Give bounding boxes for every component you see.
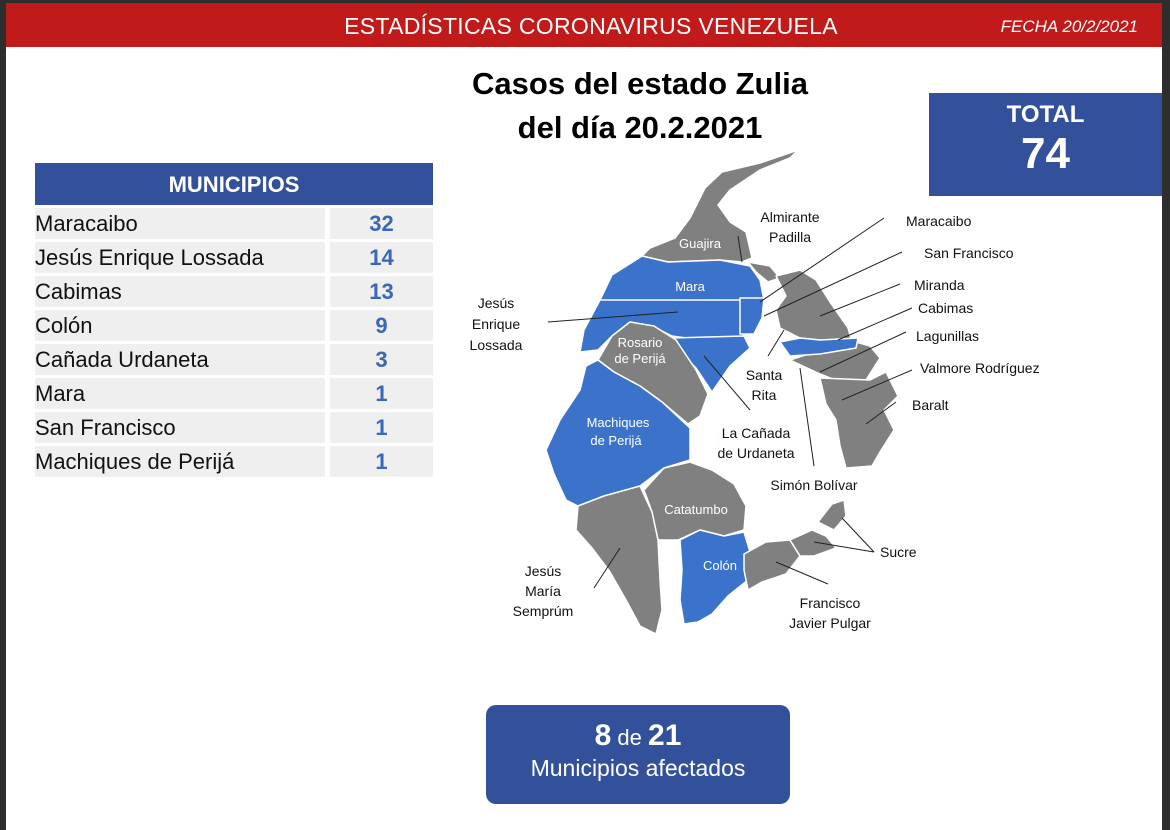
page-title: Casos del estado Zulia del día 20.2.2021 [430,62,850,150]
region-sucre-north [817,499,847,531]
total-box: TOTAL 74 [929,93,1162,196]
label-machiques-2: de Perijá [590,433,642,448]
frame-right [1162,0,1170,830]
affected-total: 21 [648,719,682,752]
label-rosario-2: de Perijá [614,351,666,366]
region-almirante-padilla [747,261,781,283]
label-maracaibo: Maracaibo [906,213,972,229]
row-name: Machiques de Perijá [35,446,325,477]
row-value: 1 [330,378,433,409]
region-francisco-javier-pulgar [743,539,801,591]
label-canada-2: de Urdaneta [717,445,794,461]
table-row: Colón 9 [35,310,433,341]
label-miranda: Miranda [914,277,965,293]
label-almirante-2: Padilla [769,229,811,245]
label-machiques-1: Machiques [587,415,650,430]
affected-label: Municipios afectados [530,755,746,781]
row-name: Jesús Enrique Lossada [35,242,325,273]
label-cabimas: Cabimas [918,300,973,316]
table-row: San Francisco 1 [35,412,433,443]
row-name: Cabimas [35,276,325,307]
label-lagunillas: Lagunillas [916,328,979,344]
label-san-francisco: San Francisco [924,245,1014,261]
label-colon: Colón [703,558,737,573]
label-mara: Mara [675,279,705,294]
label-catatumbo: Catatumbo [664,502,728,517]
label-simon-bolivar: Simón Bolívar [770,477,857,493]
affected-count: 8 [594,719,612,752]
row-value: 13 [330,276,433,307]
affected-connector: de [617,725,642,750]
total-label: TOTAL [1006,101,1085,128]
label-canada-1: La Cañada [722,425,791,441]
row-value: 1 [330,446,433,477]
label-jel-1: Jesús [478,295,515,311]
region-catatumbo [643,461,747,541]
label-jms-2: María [525,583,561,599]
label-jms-1: Jesús [525,563,562,579]
region-colon [679,529,751,625]
table-row: Jesús Enrique Lossada 14 [35,242,433,273]
label-guajira: Guajira [679,236,722,251]
label-jel-2: Enrique [472,316,520,332]
label-santa-rita-2: Rita [752,387,777,403]
label-santa-rita-1: Santa [746,367,783,383]
region-sucre [789,529,837,557]
table-row: Maracaibo 32 [35,208,433,239]
label-almirante-1: Almirante [760,209,819,225]
label-fjp-2: Javier Pulgar [789,615,871,631]
region-cabimas [779,337,859,357]
label-valmore: Valmore Rodríguez [920,360,1040,376]
table-row: Cañada Urdaneta 3 [35,344,433,375]
row-name: Mara [35,378,325,409]
row-value: 32 [330,208,433,239]
label-jms-3: Semprúm [513,603,574,619]
municipios-table: MUNICIPIOS Maracaibo 32 Jesús Enrique Los… [35,163,433,477]
label-rosario-1: Rosario [618,335,663,350]
header-title: ESTADÍSTICAS CORONAVIRUS VENEZUELA [344,13,838,39]
table-row: Mara 1 [35,378,433,409]
row-name: Cañada Urdaneta [35,344,325,375]
table-header: MUNICIPIOS [35,163,433,205]
row-name: Colón [35,310,325,341]
region-jesus-maria-semprum [575,485,663,635]
region-maracaibo [739,297,765,335]
page-title-line1: Casos del estado Zulia [472,66,808,101]
region-baralt [819,371,899,469]
label-jel-3: Lossada [470,337,523,353]
row-name: San Francisco [35,412,325,443]
label-fjp-1: Francisco [800,595,861,611]
label-baralt: Baralt [912,397,949,413]
table-row: Cabimas 13 [35,276,433,307]
row-value: 1 [330,412,433,443]
frame-top [0,0,1170,3]
affected-count-line: 8 de 21 [486,719,790,753]
row-name: Maracaibo [35,208,325,239]
row-value: 9 [330,310,433,341]
header-date: FECHA 20/2/2021 [1000,17,1138,36]
row-value: 14 [330,242,433,273]
page-title-line2: del día 20.2.2021 [517,110,763,145]
header-bar: ESTADÍSTICAS CORONAVIRUS VENEZUELA FECHA… [6,3,1162,47]
total-value: 74 [1021,129,1070,178]
frame-left [0,0,6,830]
affected-box: 8 de 21 Municipios afectados [486,705,790,804]
row-value: 3 [330,344,433,375]
label-sucre: Sucre [880,544,917,560]
table-row: Machiques de Perijá 1 [35,446,433,477]
